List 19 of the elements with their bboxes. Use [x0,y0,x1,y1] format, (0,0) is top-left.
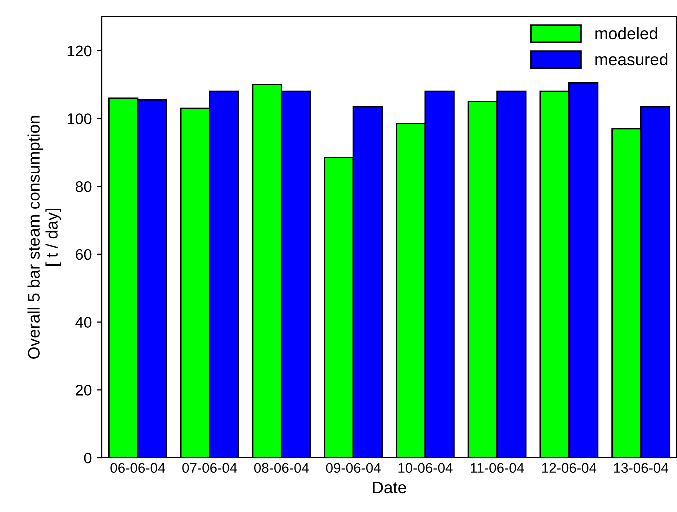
x-tick-label: 06-06-04 [110,463,166,474]
y-tick-label: 40 [76,317,92,328]
y-axis-title: Overall 5 bar steam consumption [ t / day] [28,116,62,359]
y-tick-label: 0 [84,452,92,464]
x-axis-title: Date [373,482,406,494]
x-tick-label: 07-06-04 [182,463,238,474]
y-tick-label: 20 [76,385,92,396]
legend-label: modeled [596,27,658,40]
y-tick-label: 120 [68,46,92,57]
x-tick-label: 13-06-04 [614,463,668,474]
x-tick-label: 09-06-04 [326,463,381,474]
legend-label: measured [596,53,668,66]
y-tick-label: 80 [76,181,92,192]
x-tick-label: 12-06-04 [542,463,597,474]
x-tick-label: 08-06-04 [254,463,310,474]
y-tick-label: 60 [76,249,92,260]
x-tick-label: 10-06-04 [398,463,453,474]
y-tick-label: 100 [68,114,92,124]
x-tick-label: 11-06-04 [471,463,524,474]
